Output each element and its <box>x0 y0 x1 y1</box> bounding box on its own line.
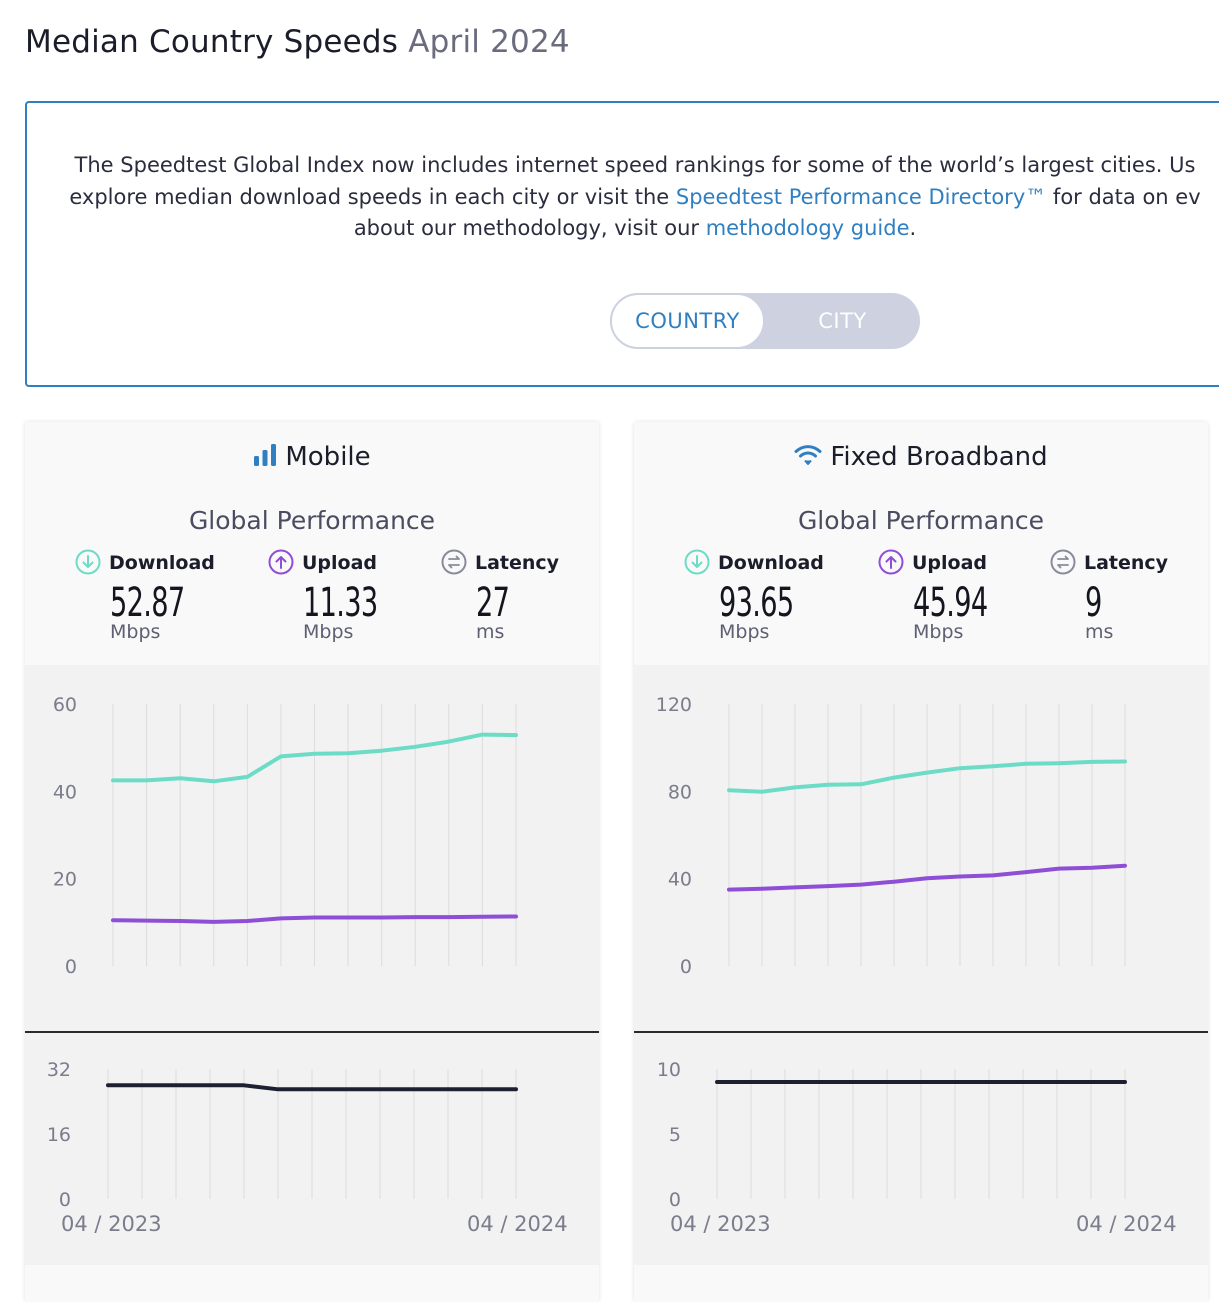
mobile-performance-title: Global Performance <box>188 506 436 535</box>
page-title-main: Median Country Speeds <box>25 24 399 60</box>
info-text: The Speedtest Global Index now includes … <box>35 150 1219 245</box>
download-arrow-icon <box>75 549 101 575</box>
mobile-latency-y-tick-label: 0 <box>59 1189 71 1211</box>
fixed-speed-y-tick-label: 40 <box>668 869 692 891</box>
mobile-latency-y-tick-label: 16 <box>47 1124 71 1146</box>
performance-directory-link[interactable]: Speedtest Performance Directory™ <box>675 184 1047 209</box>
latency-unit: ms <box>476 621 505 643</box>
country-city-toggle[interactable]: COUNTRY CITY <box>610 293 920 349</box>
info-line-1: The Speedtest Global Index now includes … <box>74 153 1196 177</box>
mobile-speed-chart: 0 20 40 60 <box>53 694 518 978</box>
download-unit: Mbps <box>110 621 161 643</box>
page-title: Median Country Speeds April 2024 <box>25 24 570 60</box>
fixed-latency-y-tick-label: 5 <box>669 1124 681 1146</box>
upload-label: Upload <box>302 552 378 574</box>
fixed-title-text: Fixed Broadband <box>830 442 1048 472</box>
chart-divider <box>25 1031 599 1033</box>
mobile-chart-area: 0 20 40 60 0 16 32 04 / 2023 04 / 2024 <box>25 665 599 1302</box>
mobile-title-text: Mobile <box>285 442 371 472</box>
card-bottom-strip <box>25 1265 599 1302</box>
card-bottom-strip <box>634 1265 1208 1302</box>
info-line-3-pre: about our methodology, visit our <box>353 216 706 240</box>
fixed-speed-y-tick-label: 120 <box>656 694 692 716</box>
upload-unit: Mbps <box>303 621 354 643</box>
upload-arrow-icon <box>268 549 294 575</box>
info-line-2-pre: explore median download speeds in each c… <box>69 184 676 209</box>
upload-value: 45.94 <box>913 580 988 626</box>
info-line-3-post: . <box>909 216 917 240</box>
fixed-performance-title: Global Performance <box>797 506 1045 535</box>
mobile-latency-chart: 0 16 32 <box>47 1059 518 1211</box>
latency-label: Latency <box>1084 552 1169 574</box>
fixed-upload-metric: Upload 45.94 Mbps <box>878 549 1038 643</box>
fixed-speed-download-line <box>727 759 1127 794</box>
toggle-city[interactable]: CITY <box>818 309 867 333</box>
page-title-date: April 2024 <box>408 24 570 60</box>
download-value: 52.87 <box>110 580 185 626</box>
fixed-end-date: 04 / 2024 <box>1076 1212 1177 1236</box>
fixed-start-date: 04 / 2023 <box>670 1212 771 1236</box>
download-unit: Mbps <box>719 621 770 643</box>
download-value: 93.65 <box>719 580 794 626</box>
fixed-speed-chart: 0 40 80 120 <box>656 694 1127 978</box>
mobile-upload-metric: Upload 11.33 Mbps <box>268 549 428 643</box>
latency-value: 27 <box>476 580 510 626</box>
mobile-card-title: Mobile <box>25 442 599 472</box>
upload-arrow-icon <box>878 549 904 575</box>
upload-label: Upload <box>912 552 988 574</box>
download-label: Download <box>718 552 824 574</box>
mobile-card: Mobile Global Performance Download 52.87… <box>25 422 599 1302</box>
latency-value: 9 <box>1085 580 1102 626</box>
signal-bars-icon <box>254 444 277 466</box>
info-line-3: about our methodology, visit our methodo… <box>35 213 1219 245</box>
fixed-latency-y-tick-label: 10 <box>657 1059 681 1081</box>
fixed-speed-y-tick-label: 0 <box>680 956 692 978</box>
fixed-latency-metric: Latency 9 ms <box>1050 549 1208 643</box>
fixed-download-metric: Download 93.65 Mbps <box>684 549 844 643</box>
mobile-speed-y-tick-label: 20 <box>53 869 77 891</box>
info-line-2-post: for data on ev <box>1046 184 1201 209</box>
download-label: Download <box>109 552 215 574</box>
mobile-start-date: 04 / 2023 <box>61 1212 162 1236</box>
fixed-card-title: Fixed Broadband <box>634 442 1208 472</box>
mobile-latency-y-tick-label: 32 <box>47 1059 71 1081</box>
info-line-2: explore median download speeds in each c… <box>35 182 1219 214</box>
mobile-end-date: 04 / 2024 <box>467 1212 568 1236</box>
download-arrow-icon <box>684 549 710 575</box>
mobile-speed-download-line <box>111 732 518 784</box>
latency-icon <box>1050 549 1076 575</box>
latency-label: Latency <box>475 552 560 574</box>
toggle-country[interactable]: COUNTRY <box>610 293 765 349</box>
fixed-chart-area: 0 40 80 120 0 5 10 04 / 2023 04 / 2024 <box>634 665 1208 1302</box>
info-box: The Speedtest Global Index now includes … <box>25 101 1219 387</box>
mobile-latency-latency-line <box>106 1083 518 1092</box>
mobile-latency-metric: Latency 27 ms <box>441 549 599 643</box>
wifi-icon <box>794 445 822 465</box>
upload-value: 11.33 <box>303 580 378 626</box>
fixed-speed-y-tick-label: 80 <box>668 781 692 803</box>
mobile-speed-y-tick-label: 0 <box>65 956 77 978</box>
upload-unit: Mbps <box>913 621 964 643</box>
mobile-speed-upload-line <box>111 914 518 924</box>
fixed-latency-y-tick-label: 0 <box>669 1189 681 1211</box>
fixed-card: Fixed Broadband Global Performance Downl… <box>634 422 1208 1302</box>
mobile-speed-y-tick-label: 40 <box>53 781 77 803</box>
methodology-guide-link[interactable]: methodology guide <box>705 216 910 240</box>
latency-icon <box>441 549 467 575</box>
fixed-speed-upload-line <box>727 863 1127 892</box>
fixed-latency-chart: 0 5 10 <box>657 1059 1127 1211</box>
mobile-speed-y-tick-label: 60 <box>53 694 77 716</box>
mobile-download-metric: Download 52.87 Mbps <box>75 549 235 643</box>
chart-divider <box>634 1031 1208 1033</box>
latency-unit: ms <box>1085 621 1114 643</box>
